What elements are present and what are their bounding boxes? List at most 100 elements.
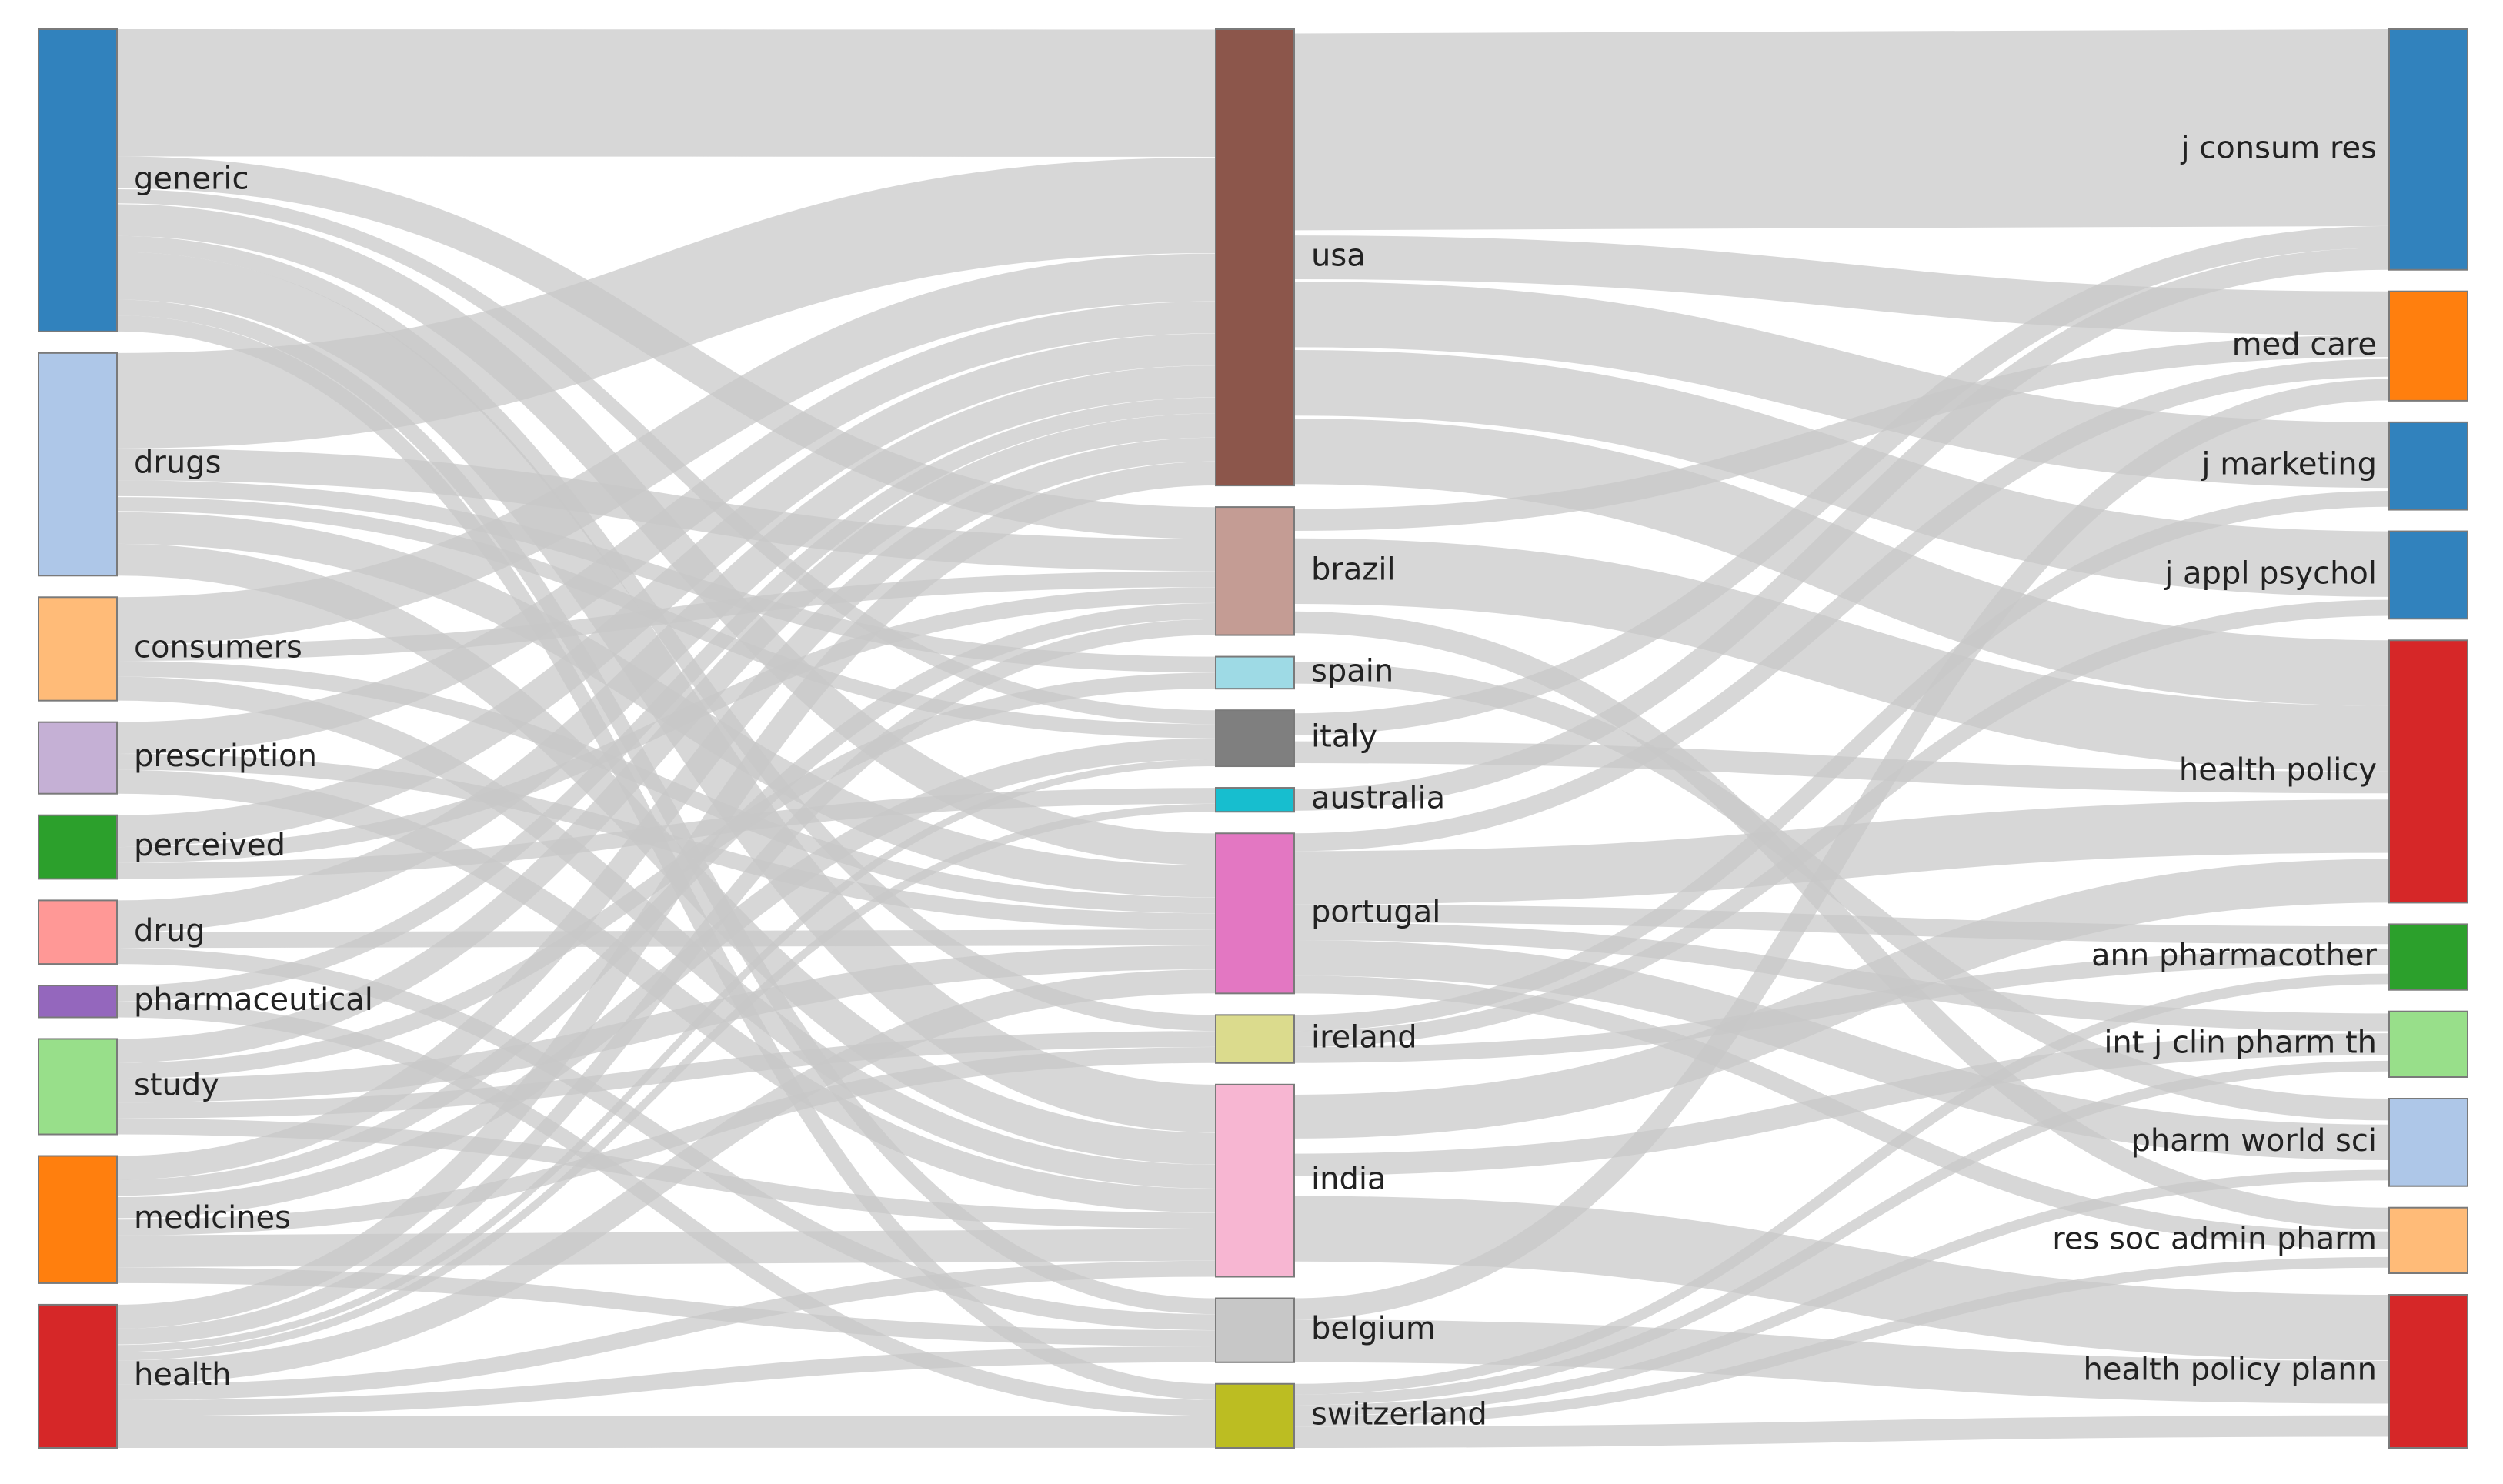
link-switzerland-to-res-soc-admin-pharm[interactable]	[1293, 1256, 2390, 1427]
link-study-to-ireland[interactable]	[116, 1031, 1216, 1119]
node-pharm-world-sci[interactable]: pharm world sci	[2131, 1098, 2468, 1187]
link-health-to-usa[interactable]	[116, 461, 1216, 1329]
link-perceived-to-usa[interactable]	[116, 333, 1216, 848]
link-ireland-to-j-appl-psychol[interactable]	[1293, 599, 2390, 1047]
node-rect-spain[interactable]	[1215, 655, 1295, 690]
link-consumers-to-brazil[interactable]	[116, 571, 1216, 661]
node-australia[interactable]: australia	[1215, 781, 1445, 816]
node-drugs[interactable]: drugs	[38, 352, 221, 577]
node-rect-portugal[interactable]	[1215, 832, 1295, 995]
node-rect-health[interactable]	[38, 1303, 118, 1449]
link-switzerland-to-health-policy-plann[interactable]	[1293, 1415, 2390, 1449]
link-consumers-to-portugal[interactable]	[116, 660, 1216, 914]
node-health-policy-plann[interactable]: health policy plann	[2083, 1294, 2468, 1449]
link-brazil-to-health-policy[interactable]	[1293, 538, 2390, 772]
node-rect-belgium[interactable]	[1215, 1297, 1295, 1363]
link-health-to-brazil[interactable]	[116, 619, 1216, 1345]
node-health-policy[interactable]: health policy	[2179, 639, 2468, 904]
node-rect-j-appl-psychol[interactable]	[2388, 530, 2468, 620]
link-switzerland-to-pharm-world-sci[interactable]	[1293, 1169, 2390, 1416]
link-drug-to-usa[interactable]	[116, 365, 1216, 932]
link-australia-to-j-consum-res[interactable]	[1293, 248, 2390, 811]
node-rect-consumers[interactable]	[38, 596, 118, 702]
node-perceived[interactable]: perceived	[38, 814, 285, 880]
node-j-appl-psychol[interactable]: j appl psychol	[2164, 530, 2468, 620]
link-ireland-to-j-marketing[interactable]	[1293, 490, 2390, 1032]
link-pharmaceutical-to-usa[interactable]	[116, 397, 1216, 1002]
node-rect-study[interactable]	[38, 1038, 118, 1136]
link-belgium-to-med-care[interactable]	[1293, 379, 2390, 1320]
node-rect-australia[interactable]	[1215, 787, 1295, 813]
node-rect-perceived[interactable]	[38, 814, 118, 880]
node-consumers[interactable]: consumers	[38, 596, 302, 702]
node-rect-switzerland[interactable]	[1215, 1382, 1295, 1449]
link-study-to-portugal[interactable]	[116, 945, 1216, 1103]
node-prescription[interactable]: prescription	[38, 721, 317, 795]
link-health-to-portugal[interactable]	[116, 969, 1216, 1385]
node-rect-j-consum-res[interactable]	[2388, 28, 2468, 271]
link-drugs-to-usa[interactable]	[116, 157, 1216, 449]
link-pharmaceutical-to-switzerland[interactable]	[116, 1001, 1216, 1416]
link-usa-to-health-policy[interactable]	[1293, 418, 2390, 706]
node-rect-int-j-clin-pharm-th[interactable]	[2388, 1010, 2468, 1078]
link-india-to-health-policy[interactable]	[1293, 859, 2390, 1139]
link-generic-to-usa[interactable]	[116, 28, 1216, 157]
node-rect-italy[interactable]	[1215, 709, 1295, 768]
node-rect-pharmaceutical[interactable]	[38, 985, 118, 1019]
node-italy[interactable]: italy	[1215, 709, 1377, 768]
node-rect-drug[interactable]	[38, 899, 118, 965]
link-study-to-usa[interactable]	[116, 413, 1216, 1063]
node-rect-ann-pharmacother[interactable]	[2388, 923, 2468, 991]
node-rect-drugs[interactable]	[38, 352, 118, 577]
link-italy-to-j-consum-res[interactable]	[1293, 225, 2390, 735]
link-health-to-belgium[interactable]	[116, 1346, 1216, 1416]
link-switzerland-to-ann-pharmacother[interactable]	[1293, 973, 2390, 1395]
link-drug-to-portugal[interactable]	[116, 929, 1216, 949]
node-study[interactable]: study	[38, 1038, 219, 1136]
link-portugal-to-ann-pharmacother[interactable]	[1293, 904, 2390, 945]
node-rect-generic[interactable]	[38, 28, 118, 332]
link-india-to-int-j-clin-pharm-th[interactable]	[1293, 1033, 2390, 1176]
node-rect-j-marketing[interactable]	[2388, 421, 2468, 511]
link-consumers-to-usa[interactable]	[116, 253, 1216, 645]
node-ann-pharmacother[interactable]: ann pharmacother	[2091, 923, 2468, 991]
node-pharmaceutical[interactable]: pharmaceutical	[38, 982, 373, 1019]
node-brazil[interactable]: brazil	[1215, 506, 1396, 636]
link-switzerland-to-int-j-clin-pharm-th[interactable]	[1293, 1060, 2390, 1406]
node-rect-health-policy-plann[interactable]	[2388, 1294, 2468, 1449]
link-prescription-to-usa[interactable]	[116, 301, 1216, 755]
node-spain[interactable]: spain	[1215, 653, 1393, 690]
link-health-to-australia[interactable]	[116, 803, 1216, 1361]
link-medicines-to-ireland[interactable]	[116, 1047, 1216, 1236]
node-drug[interactable]: drug	[38, 899, 205, 965]
node-generic[interactable]: generic	[38, 28, 249, 332]
node-switzerland[interactable]: switzerland	[1215, 1382, 1487, 1449]
node-med-care[interactable]: med care	[2232, 290, 2468, 402]
node-india[interactable]: india	[1215, 1083, 1386, 1278]
link-portugal-to-pharm-world-sci[interactable]	[1293, 939, 2390, 1160]
node-portugal[interactable]: portugal	[1215, 832, 1440, 995]
node-rect-health-policy[interactable]	[2388, 639, 2468, 904]
link-prescription-to-portugal[interactable]	[116, 754, 1216, 930]
node-res-soc-admin-pharm[interactable]: res soc admin pharm	[2052, 1206, 2468, 1274]
node-usa[interactable]: usa	[1215, 28, 1366, 487]
link-brazil-to-med-care[interactable]	[1293, 335, 2390, 531]
link-health-to-italy[interactable]	[116, 759, 1216, 1352]
link-usa-to-med-care[interactable]	[1293, 235, 2390, 335]
node-ireland[interactable]: ireland	[1215, 1014, 1417, 1064]
link-medicines-to-india[interactable]	[116, 1229, 1216, 1268]
node-rect-ireland[interactable]	[1215, 1014, 1295, 1064]
node-rect-brazil[interactable]	[1215, 506, 1295, 636]
link-india-to-health-policy-plann[interactable]	[1293, 1196, 2390, 1361]
link-health-to-india[interactable]	[116, 1260, 1216, 1400]
node-j-consum-res[interactable]: j consum res	[2180, 28, 2468, 271]
node-rect-med-care[interactable]	[2388, 290, 2468, 402]
node-rect-medicines[interactable]	[38, 1155, 118, 1284]
node-rect-india[interactable]	[1215, 1083, 1295, 1278]
node-rect-pharm-world-sci[interactable]	[2388, 1098, 2468, 1187]
link-portugal-to-med-care[interactable]	[1293, 358, 2390, 852]
link-usa-to-j-consum-res[interactable]	[1293, 29, 2390, 231]
node-health[interactable]: health	[38, 1303, 232, 1449]
node-int-j-clin-pharm-th[interactable]: int j clin pharm th	[2104, 1010, 2468, 1078]
node-j-marketing[interactable]: j marketing	[2201, 421, 2468, 511]
